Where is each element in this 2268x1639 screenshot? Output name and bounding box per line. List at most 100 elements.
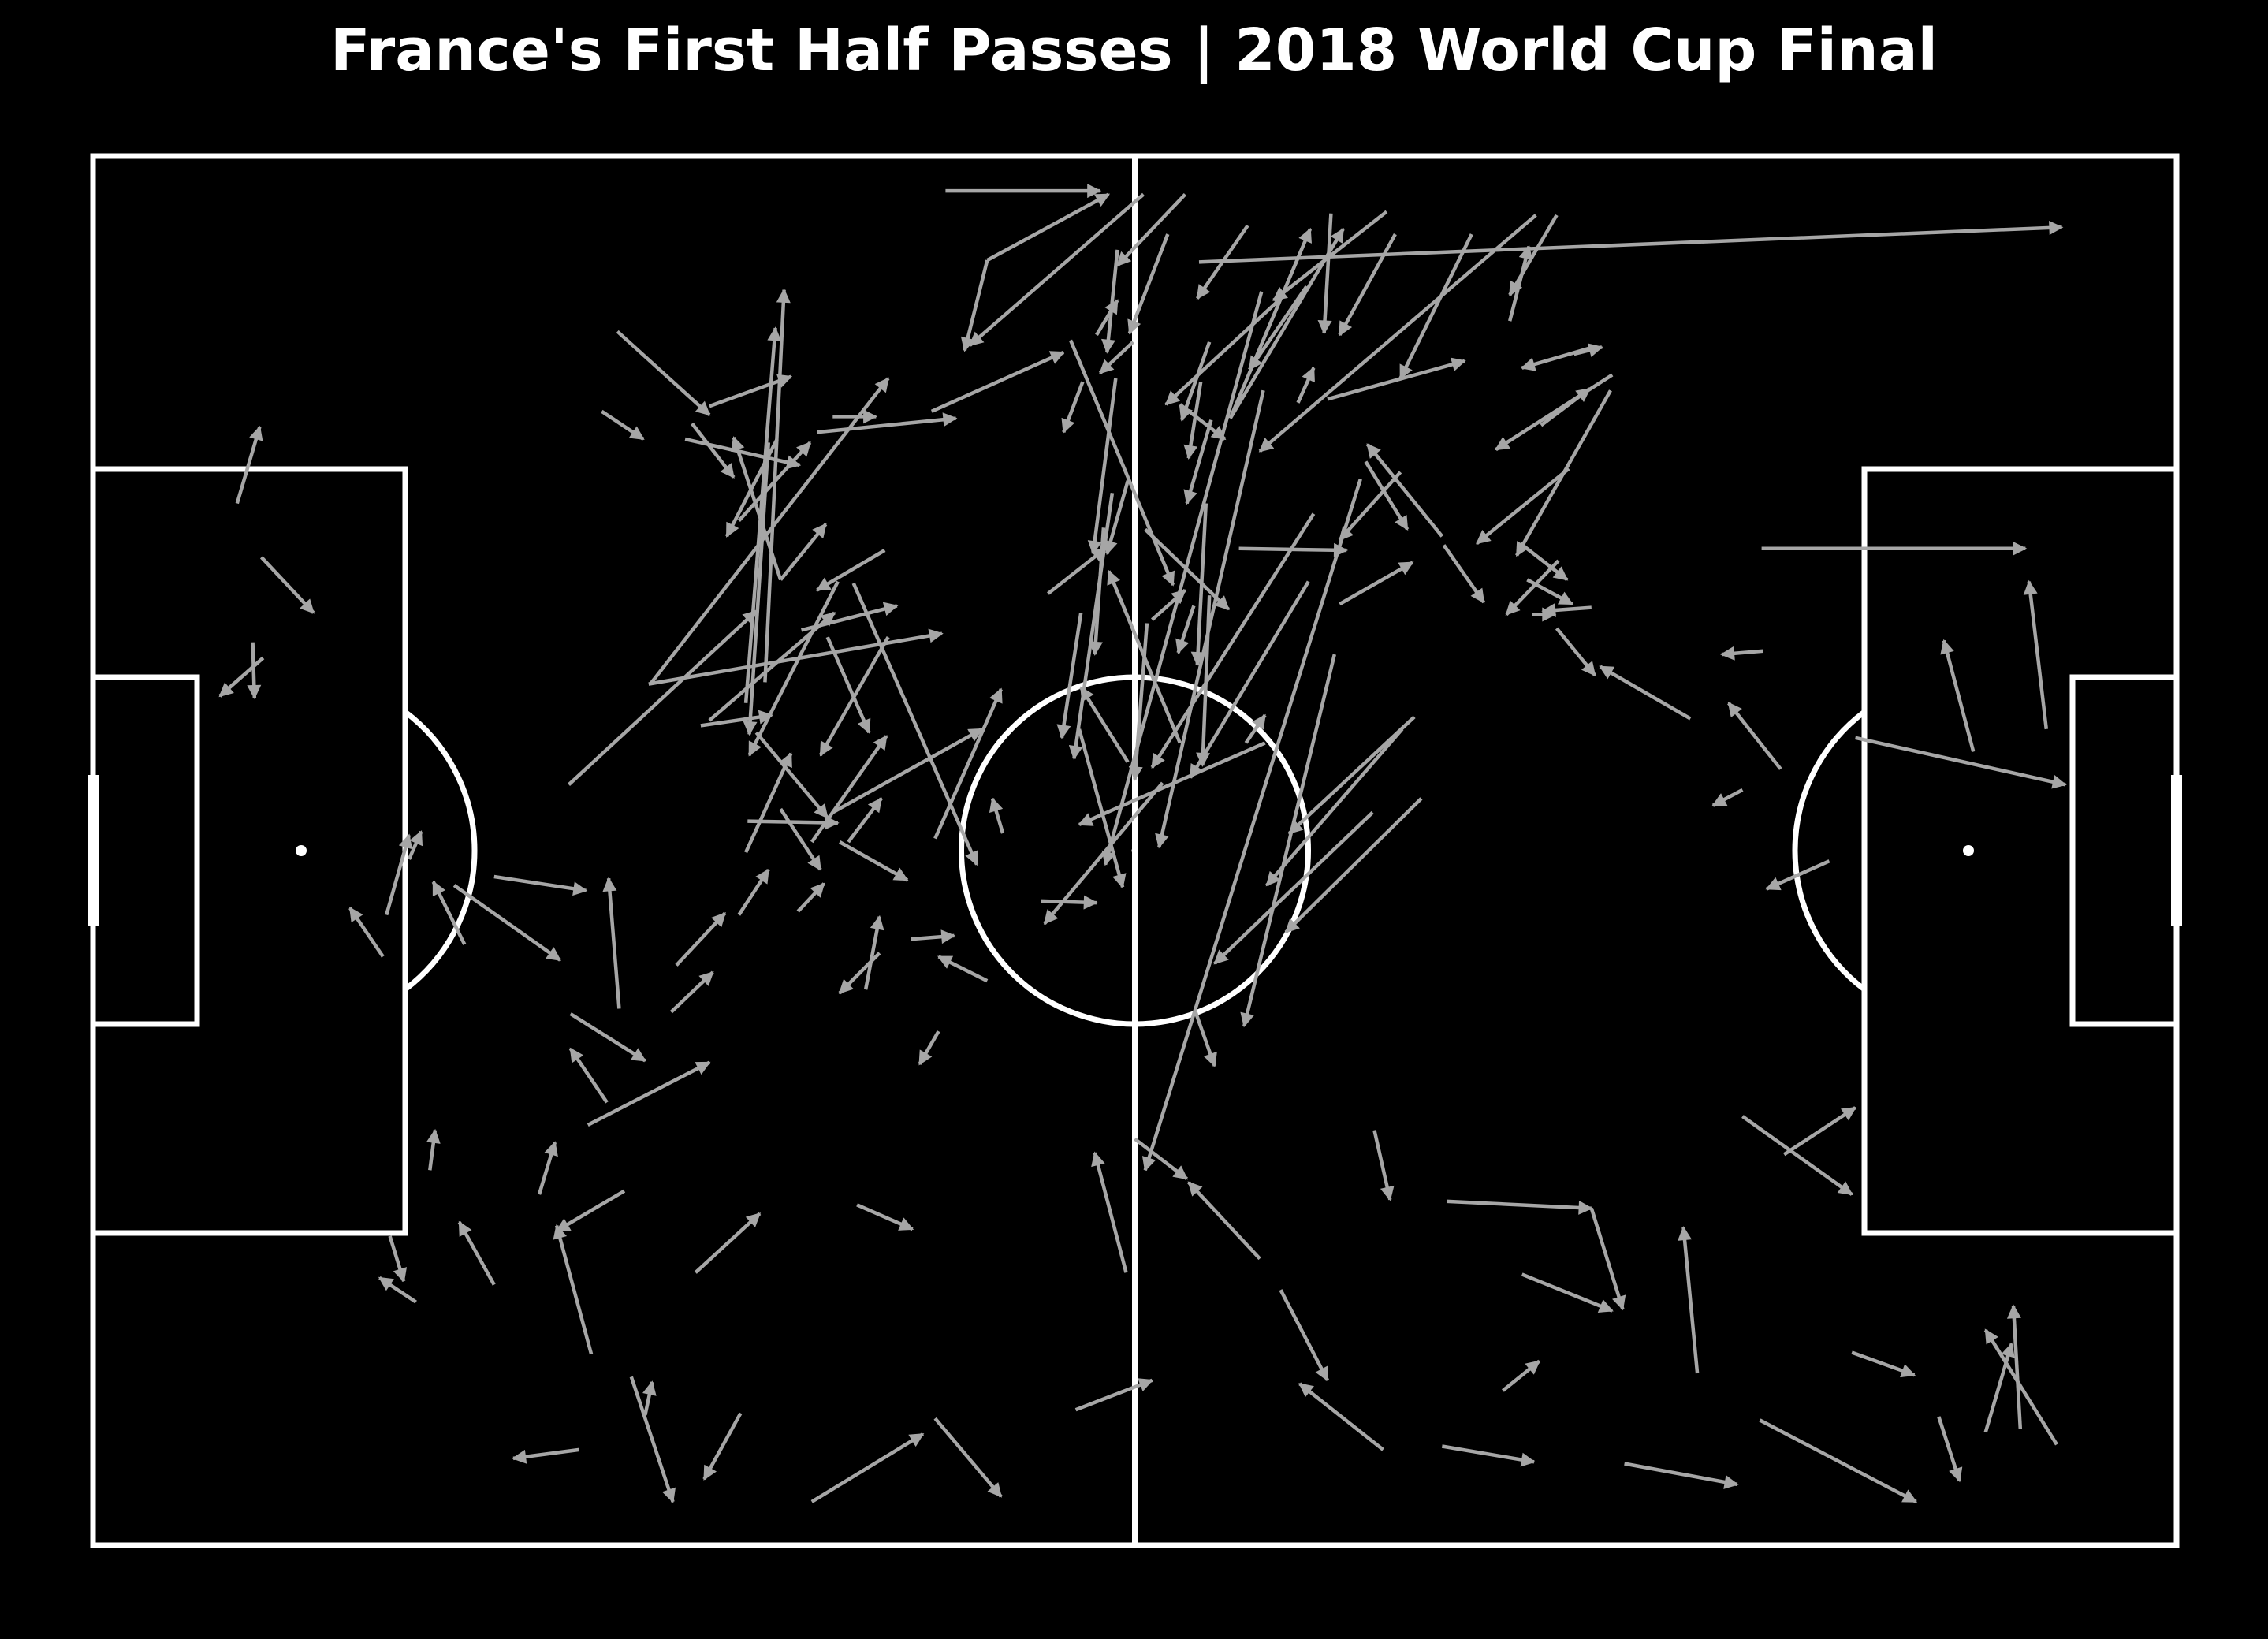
- pass-arrow-50: [700, 710, 773, 728]
- pass-arrow-141: [537, 1141, 558, 1195]
- pass-arrow-101: [851, 582, 979, 866]
- pass-arrow-35: [1855, 736, 2067, 789]
- centre-spot: [1131, 847, 1138, 854]
- pass-arrow-67: [1047, 547, 1107, 595]
- pass-arrow-146: [426, 1128, 441, 1171]
- pass-arrow-17: [1061, 381, 1085, 434]
- pass-arrow-104: [810, 735, 888, 844]
- pass-arrow-119: [1041, 895, 1098, 910]
- pass-arrow-2: [1115, 192, 1187, 267]
- pass-arrow-71: [1244, 713, 1267, 744]
- pass-arrow-103: [779, 807, 822, 871]
- pass-arrow-51: [801, 602, 899, 632]
- pass-arrow-31: [1287, 715, 1416, 835]
- pass-arrow-60: [601, 409, 645, 441]
- pass-arrow-8: [1508, 214, 1559, 296]
- pass-arrow-90: [1398, 233, 1473, 380]
- pass-arrow-157: [1447, 1199, 1593, 1215]
- pass-arrow-34: [1258, 214, 1537, 453]
- pass-arrow-33: [1265, 728, 1404, 887]
- pass-arrow-93: [1365, 443, 1444, 538]
- pass-arrow-168: [1983, 1342, 2015, 1433]
- pass-arrow-72: [1196, 595, 1212, 767]
- pass-arrow-178: [1194, 1011, 1217, 1067]
- pass-arrow-108: [1339, 561, 1414, 606]
- pass-arrow-94: [1338, 471, 1402, 542]
- pass-arrow-110: [1541, 602, 1592, 617]
- pass-arrow-16: [1068, 339, 1175, 587]
- pass-arrow-165: [1937, 1416, 1963, 1483]
- pass-arrow-61: [817, 412, 958, 434]
- pass-arrow-87: [1573, 343, 1603, 357]
- right-penalty-spot: [1963, 845, 1974, 856]
- pass-arrow-29: [1189, 580, 1310, 780]
- pass-arrow-12: [1317, 213, 1333, 335]
- pass-arrow-134: [259, 556, 315, 614]
- pass-arrow-6: [1164, 299, 1280, 406]
- pass-arrow-30: [1213, 810, 1374, 965]
- pass-arrow-181: [847, 797, 883, 844]
- pass-arrow-48: [779, 523, 828, 581]
- pass-arrow-114: [1720, 646, 1763, 661]
- pass-arrow-160: [1521, 1272, 1614, 1313]
- pass-arrow-116: [1940, 639, 1976, 753]
- pass-arrow-55: [825, 636, 871, 734]
- pass-arrow-167: [2006, 1304, 2023, 1429]
- pass-arrow-9: [1248, 285, 1309, 371]
- pass-arrow-32: [1284, 797, 1423, 934]
- pass-arrow-145: [378, 1276, 417, 1304]
- pass-arrow-96: [1540, 387, 1592, 427]
- pass-arrow-139: [587, 1060, 711, 1127]
- pass-arrow-149: [702, 1412, 743, 1481]
- pass-arrow-121: [911, 929, 956, 944]
- pass-arrow-64: [1104, 480, 1130, 556]
- pass-arrow-140: [568, 1047, 609, 1104]
- pass-arrow-62: [815, 549, 886, 592]
- pass-arrow-177: [1134, 1137, 1189, 1181]
- pass-arrow-107: [1078, 741, 1266, 827]
- pass-arrow-117: [744, 752, 793, 854]
- pass-arrow-86: [1555, 627, 1596, 676]
- pass-arrow-78: [1068, 492, 1115, 761]
- pass-arrow-176: [1624, 1462, 1739, 1489]
- pass-arrow-123: [863, 914, 884, 990]
- pass-arrow-19: [968, 192, 1145, 347]
- pass-arrow-43: [763, 288, 791, 683]
- pass-arrow-83: [1100, 249, 1119, 354]
- left-penalty-spot: [296, 845, 307, 856]
- pass-arrow-40: [709, 374, 793, 408]
- pass-arrow-79: [1087, 378, 1118, 556]
- pass-arrow-166: [1983, 1328, 2058, 1446]
- pass-arrow-152: [1074, 1378, 1154, 1412]
- pass-arrow-18: [1198, 220, 2064, 264]
- pass-arrow-46: [648, 628, 944, 686]
- right-penalty-area: [1861, 466, 2180, 1236]
- pass-arrow-15: [1228, 227, 1345, 419]
- pass-arrow-171: [810, 1432, 925, 1503]
- pass-arrow-84: [1179, 341, 1212, 422]
- right-penalty-arc: [1792, 710, 1867, 992]
- pass-arrow-27: [1150, 512, 1316, 769]
- pass-arrow-80: [1095, 299, 1119, 337]
- pass-arrow-14: [1228, 227, 1313, 419]
- pass-arrow-172: [933, 1417, 1003, 1498]
- pass-arrow-3: [960, 259, 989, 352]
- pass-arrow-162: [1851, 1350, 1916, 1378]
- pass-arrow-42: [691, 422, 736, 479]
- pass-arrow-41: [684, 437, 802, 470]
- pass-arrow-147: [388, 1235, 408, 1283]
- pass-arrows: [218, 184, 2067, 1503]
- pass-arrow-102: [832, 727, 984, 814]
- pass-arrow-120: [1077, 728, 1127, 889]
- pass-arrow-11: [1127, 233, 1170, 335]
- pass-arrow-85: [1442, 544, 1486, 604]
- pass-arrow-163: [1741, 1115, 1853, 1196]
- left-penalty-arc: [403, 710, 478, 992]
- pass-arrow-82: [1183, 419, 1213, 505]
- pass-arrow-4: [986, 192, 1111, 263]
- pass-arrow-124: [918, 1030, 940, 1066]
- pass-arrow-179: [838, 840, 909, 882]
- pass-arrow-173: [1298, 1382, 1384, 1451]
